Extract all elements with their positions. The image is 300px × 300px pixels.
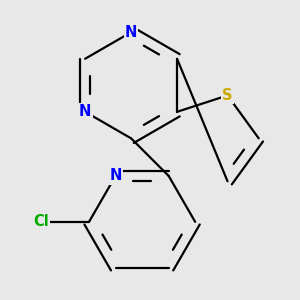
Text: N: N bbox=[125, 25, 137, 40]
Text: N: N bbox=[79, 104, 91, 119]
Text: S: S bbox=[222, 88, 233, 103]
Text: Cl: Cl bbox=[33, 214, 49, 229]
Text: N: N bbox=[110, 168, 122, 183]
